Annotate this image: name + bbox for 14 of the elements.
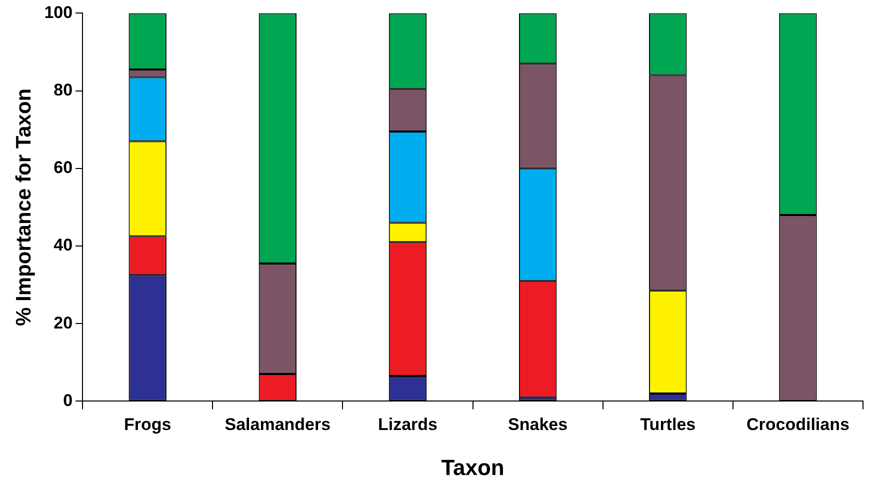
- y-axis-title: % Importance for Taxon: [12, 88, 36, 326]
- x-tick-label: Salamanders: [224, 415, 331, 434]
- y-tick-label: 20: [54, 313, 73, 332]
- x-tick-label: Snakes: [508, 415, 568, 434]
- y-tick-label: 0: [63, 390, 73, 410]
- x-tick-label: Lizards: [378, 415, 438, 434]
- y-tick-label: 80: [54, 80, 73, 100]
- x-tick-label: Turtles: [640, 415, 696, 434]
- x-tick-label: Frogs: [124, 415, 172, 434]
- y-tick-label: 60: [54, 158, 73, 178]
- x-axis-title: Taxon: [441, 454, 504, 480]
- y-tick-label: 40: [54, 236, 73, 255]
- y-tick-label: 100: [44, 2, 73, 22]
- x-tick-label: Crocodilians: [746, 415, 850, 434]
